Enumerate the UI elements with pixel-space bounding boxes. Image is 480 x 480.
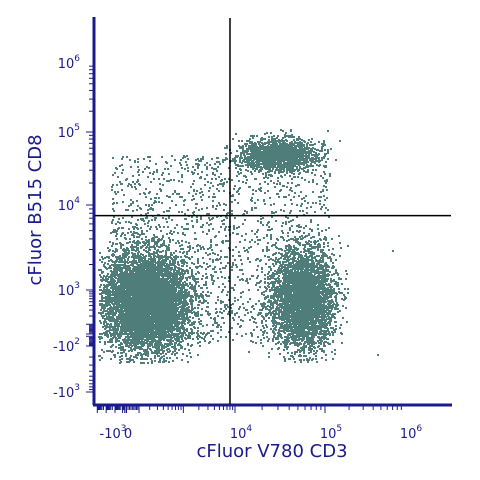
cluster-events	[98, 201, 241, 364]
x-tick-label: 105	[320, 424, 342, 442]
y-tick-label: -102	[53, 337, 80, 355]
axes	[86, 17, 452, 413]
event-points	[98, 129, 394, 364]
y-tick-label: 105	[58, 123, 80, 141]
cluster-events	[248, 214, 349, 363]
x-tick-label: 106	[400, 424, 423, 442]
y-tick-label: -103	[53, 383, 80, 401]
outlier-event	[392, 250, 394, 252]
outlier-event	[377, 354, 379, 356]
y-tick-label: 106	[58, 54, 81, 72]
x-tick-label: 104	[230, 424, 253, 442]
x-tick-label: 0	[124, 427, 132, 442]
y-tick-label: 104	[58, 196, 81, 214]
x-tick-label: -103	[100, 424, 127, 442]
quadrant-gate	[95, 18, 451, 404]
x-axis-title: cFluor V780 CD3	[196, 441, 347, 462]
cluster-events	[110, 155, 331, 346]
y-axis-title: cFluor B515 CD8	[25, 134, 46, 285]
y-tick-label: 103	[58, 281, 80, 299]
cluster-events	[222, 129, 341, 182]
